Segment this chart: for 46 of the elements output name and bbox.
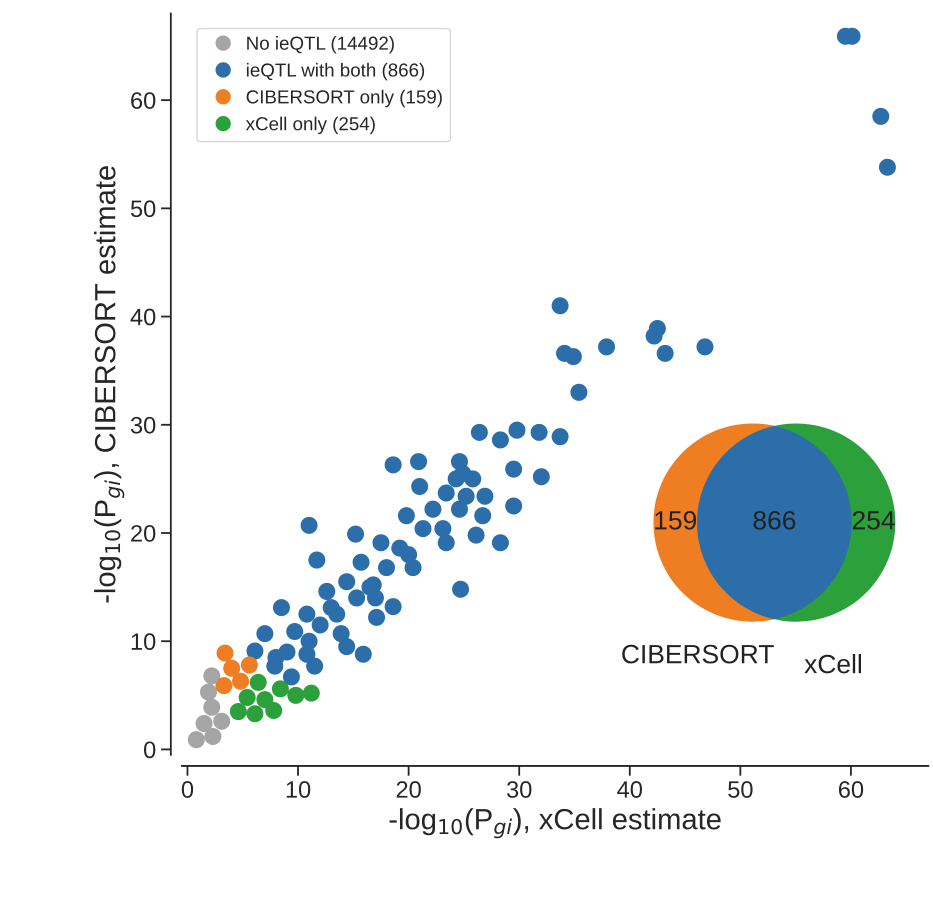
- y-tick-label: 60: [131, 92, 156, 109]
- point: [256, 691, 274, 708]
- point: [203, 667, 220, 684]
- y-axis-title: -log$_{10}$(P$_{gi}$), CIBERSORT estimate: [94, 166, 124, 603]
- legend-label: xCell only (254): [246, 116, 375, 134]
- point: [216, 644, 234, 662]
- point: [238, 688, 256, 706]
- y-tick-label: 0: [144, 741, 156, 758]
- point: [232, 672, 250, 690]
- x-tick-label: 40: [617, 781, 642, 798]
- point: [223, 660, 240, 677]
- point: [250, 674, 267, 691]
- point: [287, 686, 304, 704]
- annotation: 866: [754, 510, 796, 530]
- point: [272, 680, 289, 698]
- x-tick-label: 10: [286, 781, 310, 798]
- y-tick-label: 10: [132, 633, 156, 650]
- point: [230, 703, 247, 720]
- annotation: 159: [655, 510, 696, 530]
- point: [265, 702, 282, 719]
- legend-label: CIBERSORT only (159): [246, 90, 442, 108]
- annotation: 254: [852, 510, 895, 530]
- legend-label: No ieQTL (14492): [247, 36, 394, 54]
- point: [196, 714, 213, 732]
- x-tick-label: 0: [182, 781, 194, 798]
- y-tick-label: 40: [130, 308, 156, 326]
- x-tick-label: 30: [506, 781, 532, 798]
- point: [240, 656, 258, 674]
- annotation: CIBERSORT: [622, 644, 774, 664]
- annotation: xCell: [804, 654, 862, 674]
- y-tick-label: 50: [130, 200, 156, 218]
- point: [302, 684, 320, 702]
- point: [246, 705, 264, 722]
- legend-label: ieQTL with both (866): [246, 62, 424, 80]
- point: [213, 712, 230, 730]
- point: [188, 731, 205, 748]
- x-tick-label: 60: [839, 781, 864, 798]
- point: [215, 677, 232, 694]
- x-tick-label: 20: [396, 781, 421, 798]
- x-axis-title: -log$_{10}$(P$_{gi}$), xCell estimate: [390, 808, 721, 838]
- y-tick-label: 20: [131, 525, 156, 542]
- x-tick-label: 50: [728, 781, 753, 798]
- point: [200, 684, 217, 701]
- point: [203, 698, 220, 716]
- point: [204, 728, 222, 745]
- y-tick-label: 30: [130, 416, 156, 434]
